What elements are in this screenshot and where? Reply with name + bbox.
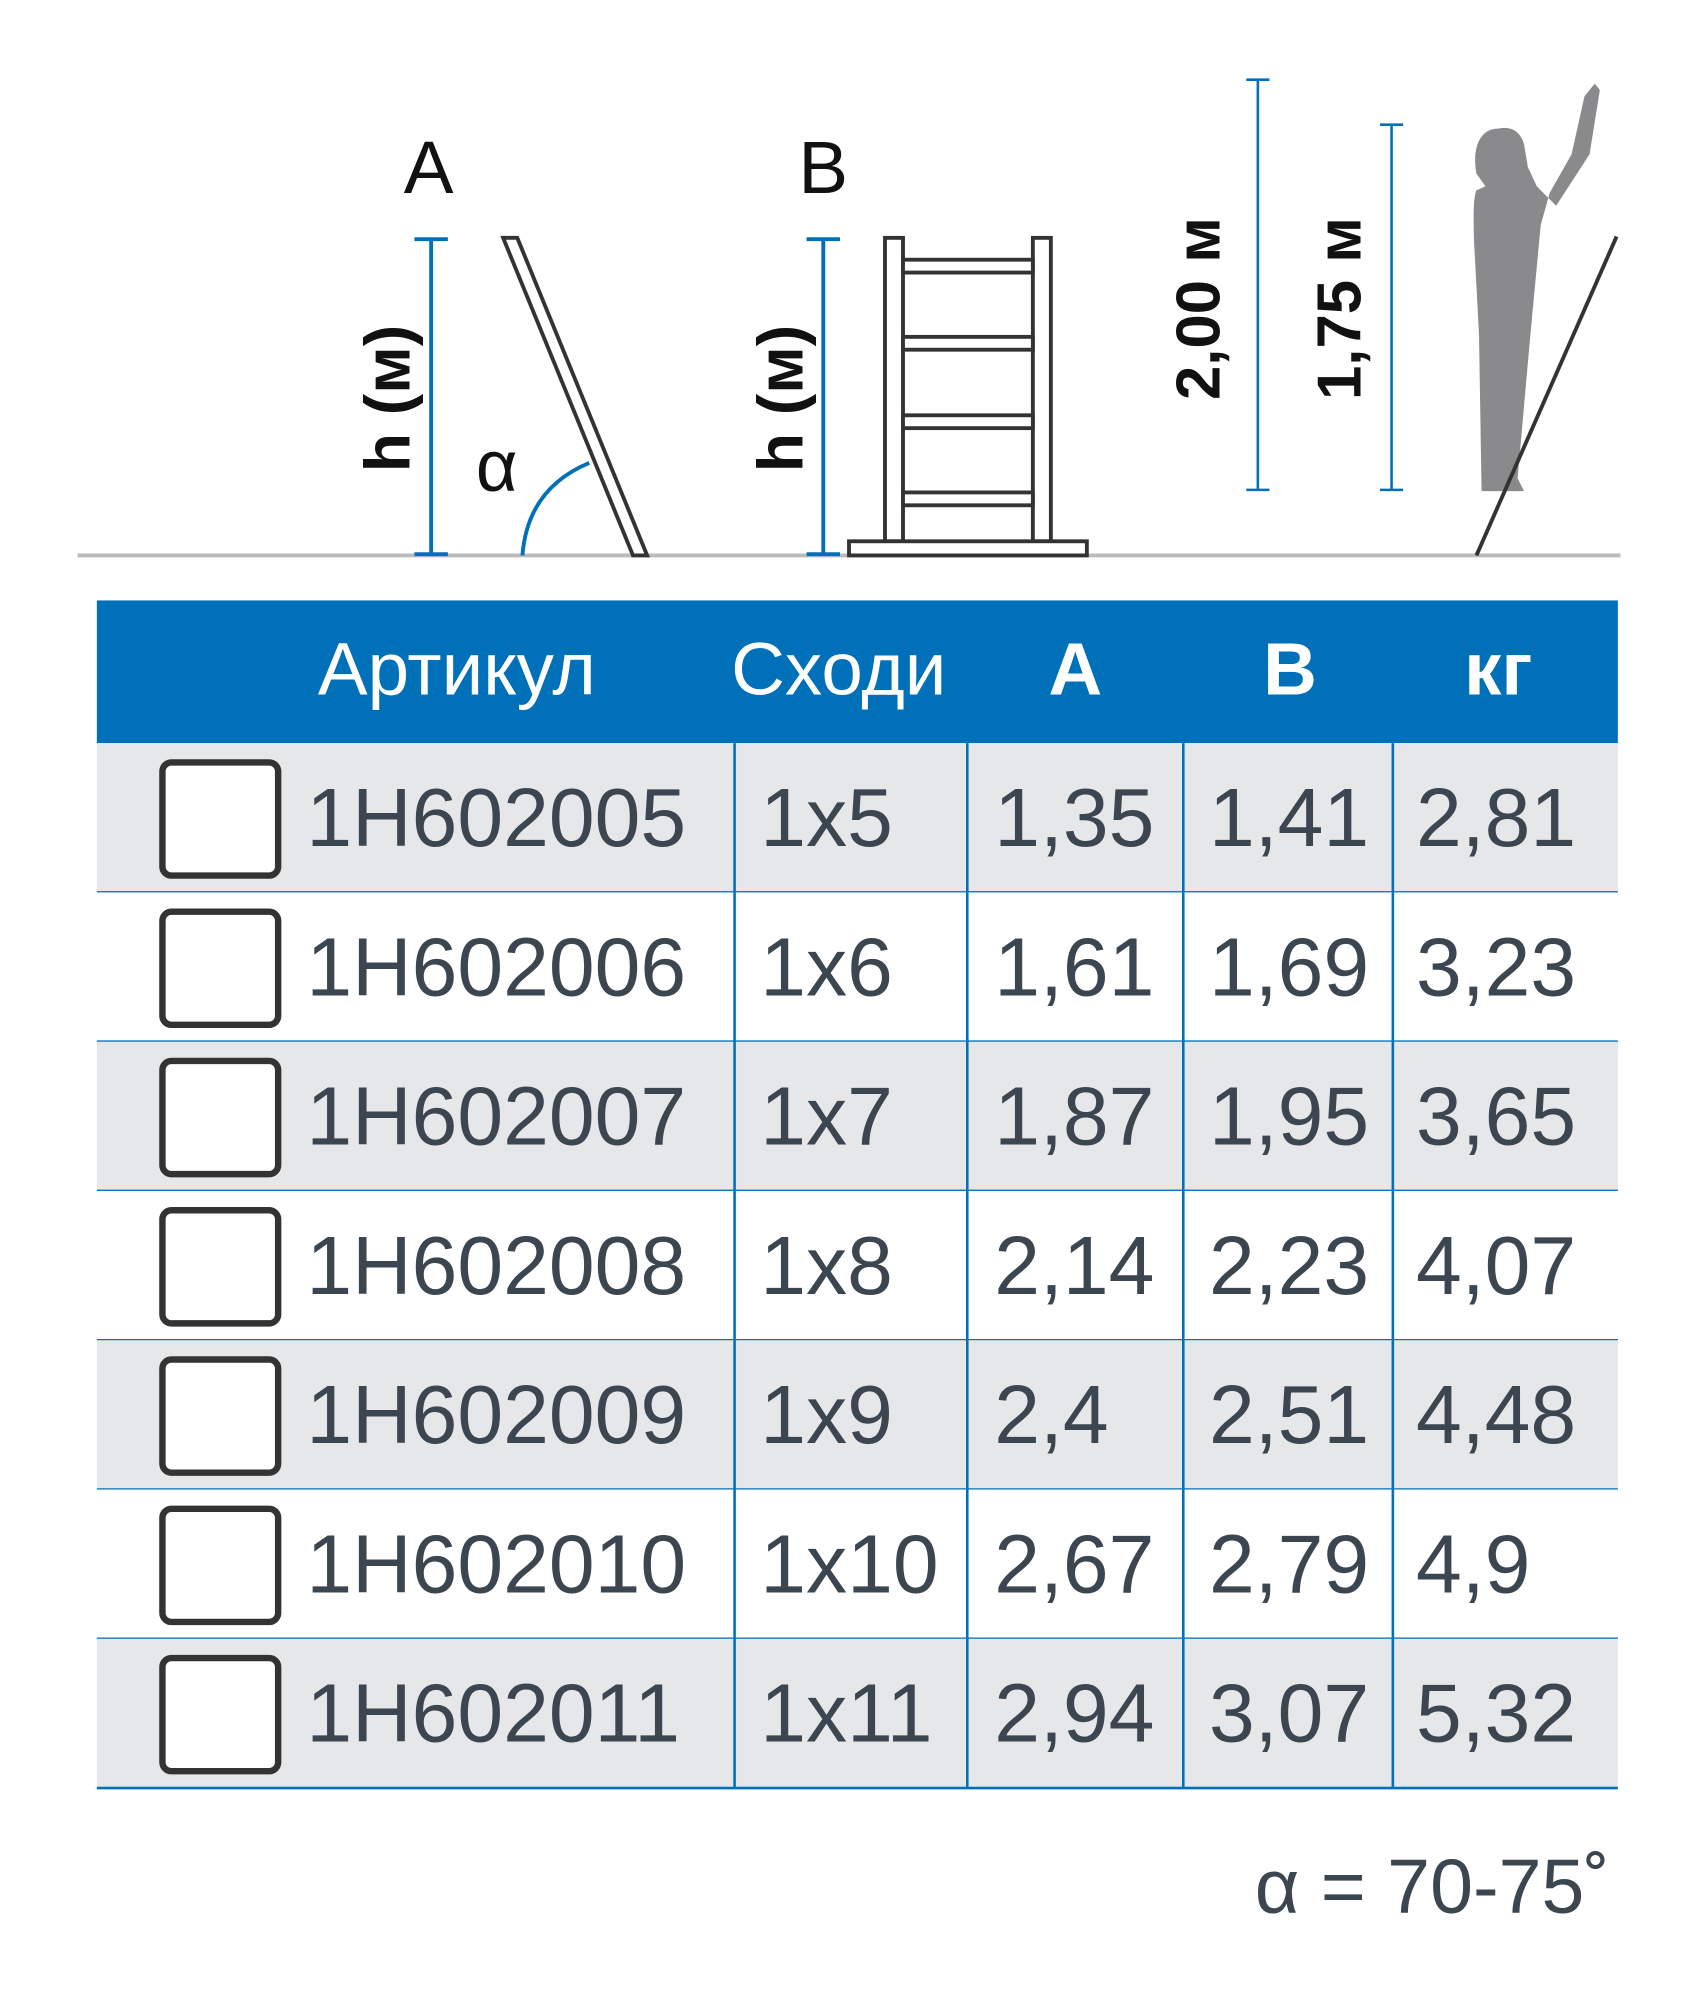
height-dimension-b xyxy=(806,237,841,557)
height-label-a: h (м) xyxy=(351,325,423,472)
angle-footnote: α = 70-75˚ xyxy=(1255,1844,1610,1930)
reach-total-label: 2,00 м xyxy=(1164,217,1233,400)
cell-a: 1,87 xyxy=(994,1072,1154,1163)
height-label-b: h (м) xyxy=(745,325,817,472)
cell-a: 2,67 xyxy=(994,1519,1154,1610)
cell-a: 1,61 xyxy=(994,922,1154,1013)
cell-b: 1,69 xyxy=(1209,922,1369,1013)
ladder-line xyxy=(1474,235,1619,557)
cell-a: 2,14 xyxy=(994,1221,1154,1312)
row-checkbox[interactable] xyxy=(159,1505,282,1626)
cell-steps: 1x7 xyxy=(760,1072,893,1163)
cell-article: 1H602010 xyxy=(306,1519,686,1610)
row-background xyxy=(96,743,1618,893)
cell-b: 2,79 xyxy=(1209,1519,1369,1610)
cell-a: 2,94 xyxy=(994,1669,1154,1760)
cell-steps: 1x9 xyxy=(760,1370,893,1461)
reach-dimension-person xyxy=(1380,123,1404,492)
table-row: 1H602011 1x11 2,94 3,07 5,32 xyxy=(96,1638,1618,1790)
cell-article: 1H602011 xyxy=(306,1669,680,1760)
spec-table: Артикул Сходи A B кг 1H602005 1x5 1,35 1,41… xyxy=(96,600,1618,1790)
cell-steps: 1x8 xyxy=(760,1221,893,1312)
reach-person-label: 1,75 м xyxy=(1306,217,1375,400)
angle-arc xyxy=(520,461,591,556)
cell-b: 3,07 xyxy=(1209,1669,1369,1760)
row-background xyxy=(96,1041,1618,1191)
row-background xyxy=(96,892,1618,1042)
cell-kg: 4,07 xyxy=(1416,1221,1576,1312)
reach-dimension-total xyxy=(1246,78,1270,492)
table-header xyxy=(96,600,1618,744)
cell-kg: 3,23 xyxy=(1416,922,1576,1013)
row-checkbox[interactable] xyxy=(159,908,282,1029)
header-steps: Сходи xyxy=(731,626,946,710)
cell-b: 1,95 xyxy=(1209,1072,1369,1163)
cell-kg: 2,81 xyxy=(1416,773,1576,864)
cell-kg: 4,48 xyxy=(1416,1370,1576,1461)
height-dimension-a xyxy=(414,237,448,557)
cell-b: 2,23 xyxy=(1209,1221,1369,1312)
cell-kg: 3,65 xyxy=(1416,1072,1576,1163)
cell-article: 1H602006 xyxy=(306,922,686,1013)
cell-b: 2,51 xyxy=(1209,1370,1369,1461)
cell-article: 1H602009 xyxy=(306,1370,686,1461)
table-row: 1H602005 1x5 1,35 1,41 2,81 xyxy=(96,743,1618,894)
header-b: B xyxy=(1263,626,1317,710)
label-b: B xyxy=(798,125,848,209)
cell-article: 1H602005 xyxy=(306,773,686,864)
table-row: 1H602006 1x6 1,61 1,69 3,23 xyxy=(96,892,1618,1043)
person-figure-icon xyxy=(1473,83,1600,492)
row-background xyxy=(96,1340,1618,1490)
reach-diagram: 2,00 м 1,75 м xyxy=(1164,78,1619,557)
header-article: Артикул xyxy=(318,626,596,710)
row-background xyxy=(96,1489,1618,1639)
cell-steps: 1x11 xyxy=(760,1669,932,1760)
diagram-a: A h (м) α xyxy=(351,125,651,558)
row-background xyxy=(96,1190,1618,1341)
table-row: 1H602009 1x9 2,4 2,51 4,48 xyxy=(96,1340,1618,1491)
header-a: A xyxy=(1048,626,1102,710)
row-checkbox[interactable] xyxy=(159,1207,282,1327)
cell-article: 1H602008 xyxy=(306,1221,686,1312)
header-kg: кг xyxy=(1464,626,1532,710)
table-row: 1H602008 1x8 2,14 2,23 4,07 xyxy=(96,1190,1618,1342)
cell-kg: 5,32 xyxy=(1416,1669,1576,1760)
row-background xyxy=(96,1638,1618,1789)
table-row: 1H602010 1x10 2,67 2,79 4,9 xyxy=(96,1489,1618,1641)
cell-steps: 1x10 xyxy=(760,1519,938,1610)
row-checkbox[interactable] xyxy=(159,1356,282,1476)
ladder-front-view xyxy=(847,235,1089,558)
cell-article: 1H602007 xyxy=(306,1072,686,1163)
row-checkbox[interactable] xyxy=(159,1057,282,1178)
cell-a: 1,35 xyxy=(994,773,1154,864)
diagram-b: B h (м) xyxy=(745,125,1089,558)
cell-steps: 1x6 xyxy=(760,922,893,1013)
label-a: A xyxy=(404,125,454,209)
ladder-side-view xyxy=(500,235,651,558)
table-row: 1H602007 1x7 1,87 1,95 3,65 xyxy=(96,1041,1618,1193)
cell-b: 1,41 xyxy=(1209,773,1369,864)
row-checkbox[interactable] xyxy=(159,759,282,879)
cell-a: 2,4 xyxy=(994,1370,1108,1461)
cell-steps: 1x5 xyxy=(760,773,893,864)
cell-kg: 4,9 xyxy=(1416,1519,1530,1610)
row-checkbox[interactable] xyxy=(159,1654,282,1775)
angle-symbol: α xyxy=(476,427,518,507)
